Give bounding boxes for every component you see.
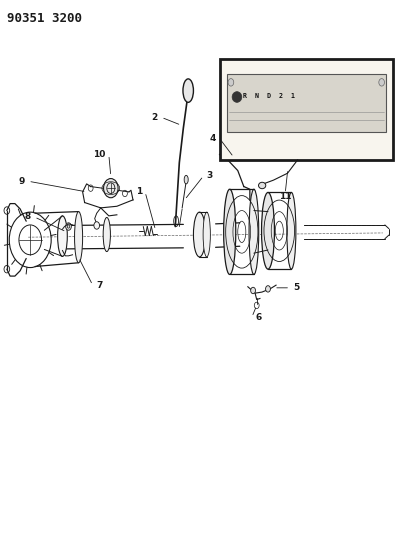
Ellipse shape <box>66 223 71 230</box>
Text: 11: 11 <box>279 192 292 201</box>
Ellipse shape <box>224 189 236 274</box>
Text: 10: 10 <box>93 150 106 159</box>
Ellipse shape <box>249 189 259 274</box>
Ellipse shape <box>103 217 110 252</box>
Text: 9: 9 <box>19 177 25 185</box>
Bar <box>220 59 393 160</box>
Ellipse shape <box>75 212 83 263</box>
Ellipse shape <box>183 79 193 102</box>
Ellipse shape <box>287 192 296 269</box>
Bar <box>227 74 386 132</box>
Ellipse shape <box>266 286 270 292</box>
Text: 90351 3200: 90351 3200 <box>7 12 82 25</box>
Ellipse shape <box>58 216 67 256</box>
Text: 2: 2 <box>152 113 158 122</box>
Text: 8: 8 <box>25 213 31 221</box>
Text: 4: 4 <box>210 134 216 143</box>
Ellipse shape <box>379 78 384 86</box>
Ellipse shape <box>232 92 242 102</box>
Ellipse shape <box>184 175 188 184</box>
Ellipse shape <box>193 212 206 257</box>
Text: 1: 1 <box>135 188 142 196</box>
Text: 5: 5 <box>293 284 300 292</box>
Ellipse shape <box>104 179 118 198</box>
Text: R  N  D  2  1: R N D 2 1 <box>243 93 295 99</box>
Ellipse shape <box>203 212 210 257</box>
Ellipse shape <box>251 287 256 294</box>
Ellipse shape <box>228 78 234 86</box>
Ellipse shape <box>259 182 266 189</box>
Text: 3: 3 <box>207 172 213 180</box>
Text: 7: 7 <box>96 281 102 289</box>
Ellipse shape <box>262 192 274 269</box>
Ellipse shape <box>94 222 100 229</box>
Text: 6: 6 <box>255 313 262 321</box>
